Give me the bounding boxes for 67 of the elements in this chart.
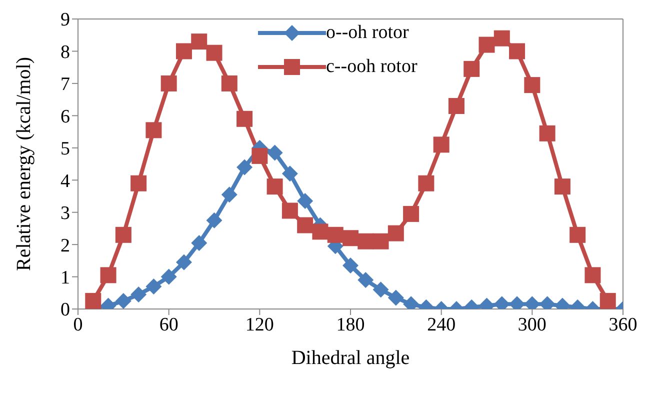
point: [388, 225, 404, 242]
y-tick-label: 9: [60, 10, 70, 31]
point: [464, 60, 480, 77]
point: [130, 286, 147, 302]
y-tick-label: 8: [60, 42, 70, 63]
point: [448, 98, 464, 114]
point: [130, 175, 147, 192]
point: [297, 217, 314, 234]
point: [115, 226, 132, 243]
point: [266, 178, 283, 195]
point: [146, 122, 162, 138]
legend-label: c--ooh rotor: [326, 56, 418, 78]
point: [236, 159, 253, 176]
point: [372, 233, 389, 250]
point: [221, 75, 238, 92]
legend-label: o--oh rotor: [326, 22, 409, 44]
point: [206, 212, 222, 228]
point: [554, 178, 570, 195]
point: [160, 268, 177, 285]
y-tick-label: 2: [60, 235, 70, 256]
y-tick-label: 3: [60, 203, 70, 224]
y-axis-title: Relative energy (kcal/mol): [13, 57, 36, 271]
point: [478, 36, 495, 53]
point: [160, 75, 177, 92]
point: [191, 34, 208, 50]
x-tick-label: 360: [608, 314, 638, 336]
point: [191, 234, 208, 251]
x-tick-label: 180: [336, 314, 365, 336]
point: [342, 258, 358, 274]
point: [221, 186, 238, 203]
point: [100, 267, 116, 284]
point: [600, 292, 616, 309]
y-tick-label: 7: [60, 74, 70, 96]
point: [236, 110, 253, 127]
point: [358, 272, 374, 288]
point: [176, 254, 192, 270]
point: [297, 193, 314, 210]
point: [418, 175, 434, 192]
point: [539, 125, 556, 142]
point: [584, 267, 601, 284]
point: [146, 278, 162, 294]
x-tick-label: 240: [427, 314, 456, 336]
point: [206, 44, 222, 61]
x-tick-label: 120: [245, 314, 274, 336]
point: [282, 166, 298, 182]
point: [85, 292, 102, 309]
x-tick-label: 60: [159, 314, 178, 336]
point: [570, 226, 586, 243]
point: [433, 136, 450, 153]
point: [372, 282, 389, 298]
point: [388, 290, 404, 306]
point: [282, 202, 298, 219]
point: [266, 144, 283, 161]
x-tick-label: 300: [518, 314, 546, 336]
point: [252, 148, 268, 164]
point: [524, 77, 540, 94]
point: [115, 292, 132, 309]
y-tick-label: 4: [60, 170, 70, 192]
x-axis-title: Dihedral angle: [291, 347, 410, 369]
point: [509, 43, 526, 60]
y-tick-label: 5: [60, 138, 70, 160]
y-tick-label: 0: [60, 300, 70, 321]
y-tick-label: 6: [60, 106, 70, 128]
point: [176, 43, 192, 60]
point: [494, 30, 510, 46]
y-tick-label: 1: [60, 268, 70, 289]
point: [403, 206, 420, 222]
